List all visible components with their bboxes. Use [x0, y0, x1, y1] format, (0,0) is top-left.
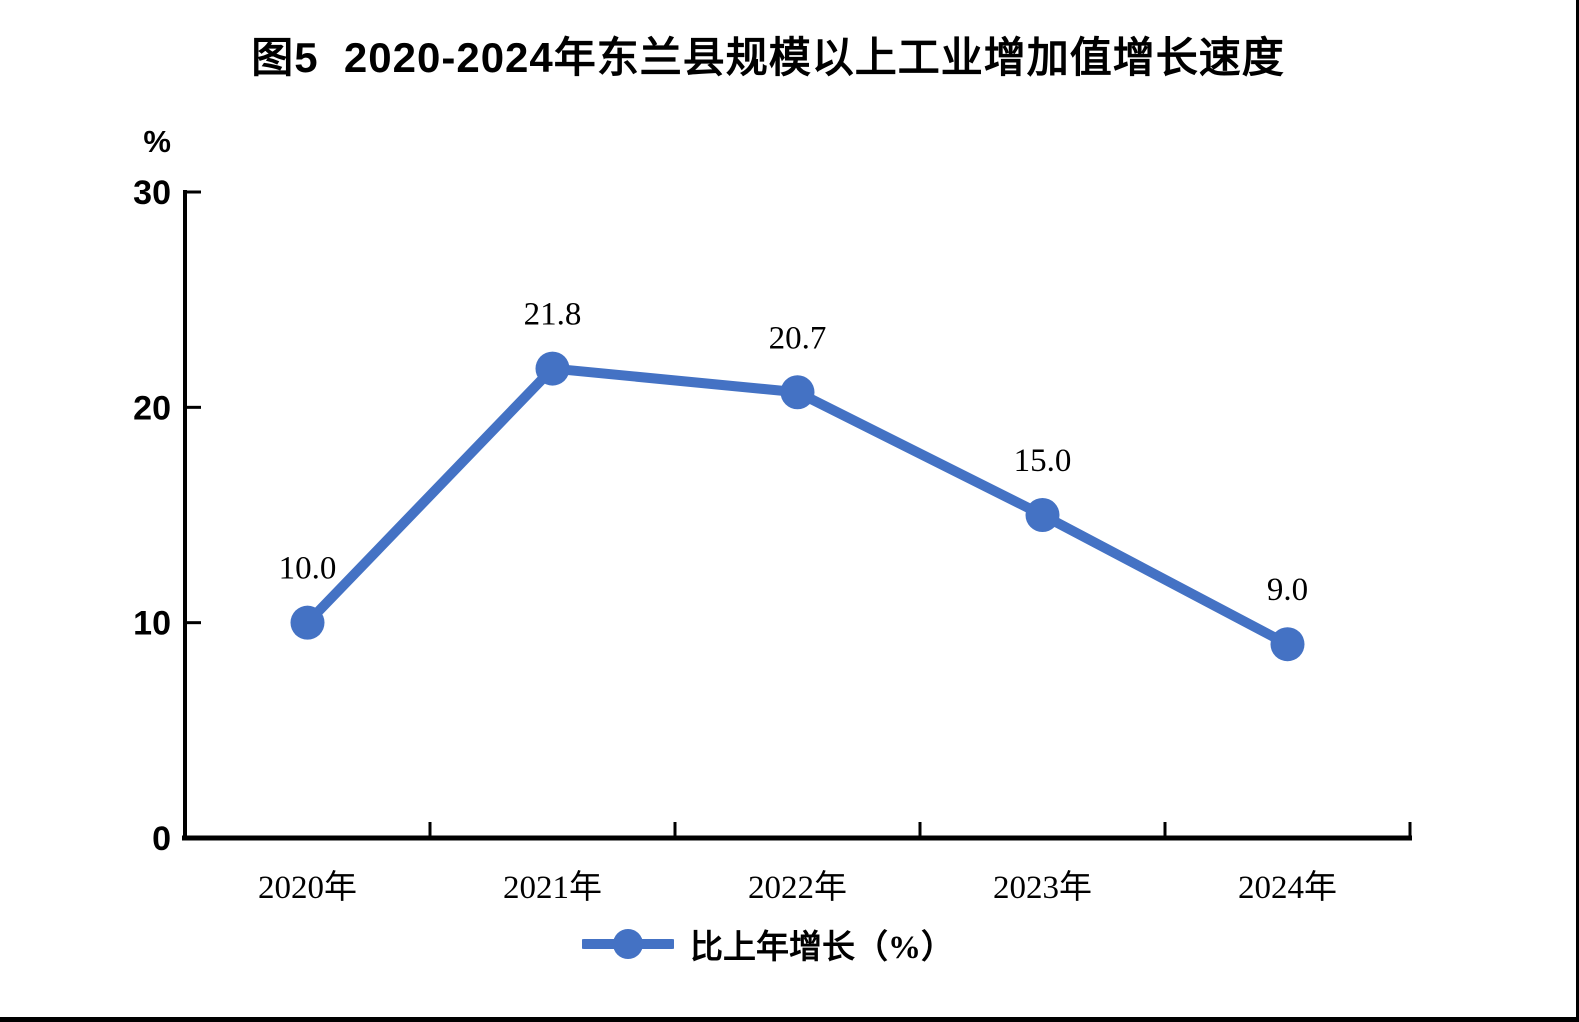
data-point-marker: [1025, 498, 1060, 532]
x-category-label: 2024年: [1238, 869, 1337, 906]
data-point-label: 10.0: [279, 551, 337, 587]
y-axis-unit-label: %: [143, 124, 171, 159]
y-tick-label: 30: [133, 174, 171, 212]
data-point-marker: [780, 375, 815, 410]
legend-marker-swatch: [582, 929, 674, 959]
legend: 比上年增长（%）: [0, 920, 1536, 968]
data-point-label: 15.0: [1014, 443, 1072, 479]
x-category-label: 2020年: [258, 869, 357, 906]
chart-title: 图5 2020-2024年东兰县规模以上工业增加值增长速度: [251, 34, 1285, 81]
legend-circle: [613, 929, 643, 959]
y-tick-label: 20: [133, 389, 171, 427]
x-category-label: 2023年: [993, 869, 1092, 906]
y-tick-label: 0: [152, 820, 171, 858]
x-category-label: 2022年: [748, 869, 847, 906]
series-line: [302, 363, 1293, 650]
x-category-label: 2021年: [503, 869, 602, 906]
data-point-marker: [1270, 627, 1305, 662]
data-point-label: 20.7: [769, 320, 827, 356]
legend-series-label: 比上年增长（%）: [690, 930, 954, 966]
y-tick-label: 10: [133, 605, 171, 643]
data-point-marker: [535, 351, 570, 386]
data-point-marker: [290, 605, 325, 640]
data-point-label: 9.0: [1267, 572, 1308, 608]
data-point-label: 21.8: [524, 297, 582, 333]
